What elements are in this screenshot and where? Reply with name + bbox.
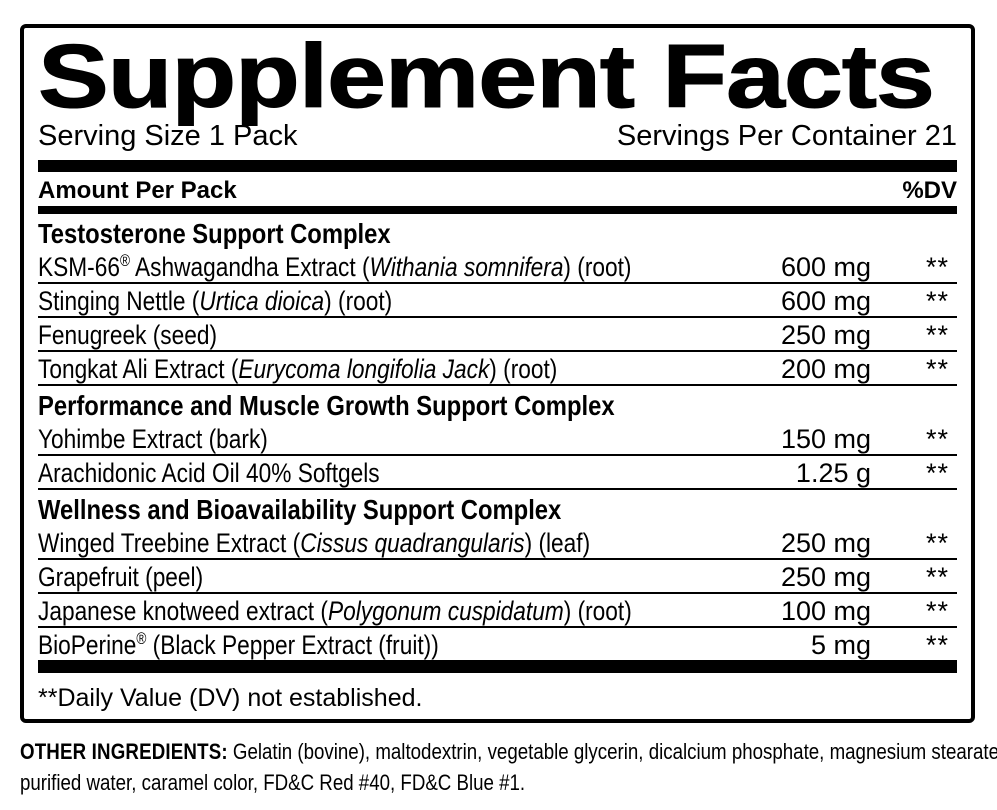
ingredient-amount: 600 mg [780, 286, 871, 316]
divider-bar-thick-bottom [38, 660, 957, 673]
ingredient-row: Winged Treebine Extract (Cissus quadrang… [38, 526, 957, 560]
ingredient-name: Arachidonic Acid Oil 40% Softgels [38, 458, 380, 488]
section-header-label: Wellness and Bioavailability Support Com… [38, 494, 562, 525]
ingredient-row: KSM-66® Ashwagandha Extract (Withania so… [38, 250, 957, 284]
ingredient-dv: ** [925, 528, 949, 558]
ingredient-name: KSM-66® Ashwagandha Extract (Withania so… [38, 252, 632, 282]
ingredient-name: Yohimbe Extract (bark) [38, 424, 268, 454]
ingredient-name: Fenugreek (seed) [38, 320, 218, 350]
ingredient-name: BioPerine® (Black Pepper Extract (fruit)… [38, 630, 439, 660]
registered-mark: ® [136, 630, 147, 648]
ingredient-row: Grapefruit (peel) 250 mg ** [38, 560, 957, 594]
ingredient-amount: 200 mg [780, 354, 871, 384]
section-header-performance: Performance and Muscle Growth Support Co… [38, 386, 957, 422]
section-header-wellness: Wellness and Bioavailability Support Com… [38, 490, 957, 526]
serving-size: Serving Size 1 Pack [38, 120, 298, 152]
ingredient-amount: 1.25 g [795, 458, 871, 488]
amount-per-pack-header: Amount Per Pack [38, 177, 237, 204]
section-header-label: Performance and Muscle Growth Support Co… [38, 390, 615, 421]
section-header-label: Testosterone Support Complex [38, 218, 391, 249]
column-header-row: Amount Per Pack %DV [38, 172, 957, 206]
ingredient-dv: ** [925, 424, 949, 454]
ingredient-name: Winged Treebine Extract (Cissus quadrang… [38, 528, 591, 558]
ingredient-dv: ** [925, 252, 949, 282]
supplement-facts-panel: Supplement Facts Serving Size 1 Pack Ser… [20, 24, 975, 723]
ingredient-name: Grapefruit (peel) [38, 562, 204, 592]
ingredient-row: Yohimbe Extract (bark) 150 mg ** [38, 422, 957, 456]
ingredient-dv: ** [925, 458, 949, 488]
serving-line: Serving Size 1 Pack Servings Per Contain… [38, 122, 957, 152]
ingredient-amount: 250 mg [780, 528, 871, 558]
ingredient-row: Arachidonic Acid Oil 40% Softgels 1.25 g… [38, 456, 957, 490]
registered-mark: ® [119, 252, 130, 270]
ingredient-dv: ** [925, 286, 949, 316]
other-ingredients: OTHER INGREDIENTS: Gelatin (bovine), mal… [20, 736, 997, 798]
ingredient-row: Stinging Nettle (Urtica dioica) (root) 6… [38, 284, 957, 318]
ingredient-amount: 600 mg [780, 252, 871, 282]
ingredient-row: Tongkat Ali Extract (Eurycoma longifolia… [38, 352, 957, 386]
panel-title: Supplement Facts [37, 27, 935, 127]
dv-header: %DV [902, 177, 957, 204]
section-header-testosterone: Testosterone Support Complex [38, 214, 957, 250]
ingredient-name: Stinging Nettle (Urtica dioica) (root) [38, 286, 393, 316]
divider-bar-medium [38, 206, 957, 214]
ingredient-row: BioPerine® (Black Pepper Extract (fruit)… [38, 628, 957, 660]
other-ingredients-label: OTHER INGREDIENTS: [20, 739, 228, 764]
ingredient-dv: ** [925, 630, 949, 660]
ingredient-amount: 5 mg [810, 630, 871, 660]
ingredient-row: Japanese knotweed extract (Polygonum cus… [38, 594, 957, 628]
ingredient-dv: ** [925, 596, 949, 626]
divider-bar-thick [38, 160, 957, 172]
ingredient-amount: 250 mg [780, 562, 871, 592]
ingredient-dv: ** [925, 354, 949, 384]
servings-per-container: Servings Per Container 21 [616, 120, 957, 152]
other-ingredients-text: Gelatin (bovine), maltodextrin, vegetabl… [20, 739, 997, 796]
ingredient-amount: 250 mg [780, 320, 871, 350]
ingredient-row: Fenugreek (seed) 250 mg ** [38, 318, 957, 352]
daily-value-footnote: **Daily Value (DV) not established. [38, 684, 423, 712]
ingredient-amount: 100 mg [780, 596, 871, 626]
ingredient-dv: ** [925, 320, 949, 350]
ingredient-dv: ** [925, 562, 949, 592]
ingredient-name: Tongkat Ali Extract (Eurycoma longifolia… [38, 354, 558, 384]
ingredient-amount: 150 mg [780, 424, 871, 454]
ingredient-name: Japanese knotweed extract (Polygonum cus… [38, 596, 632, 626]
